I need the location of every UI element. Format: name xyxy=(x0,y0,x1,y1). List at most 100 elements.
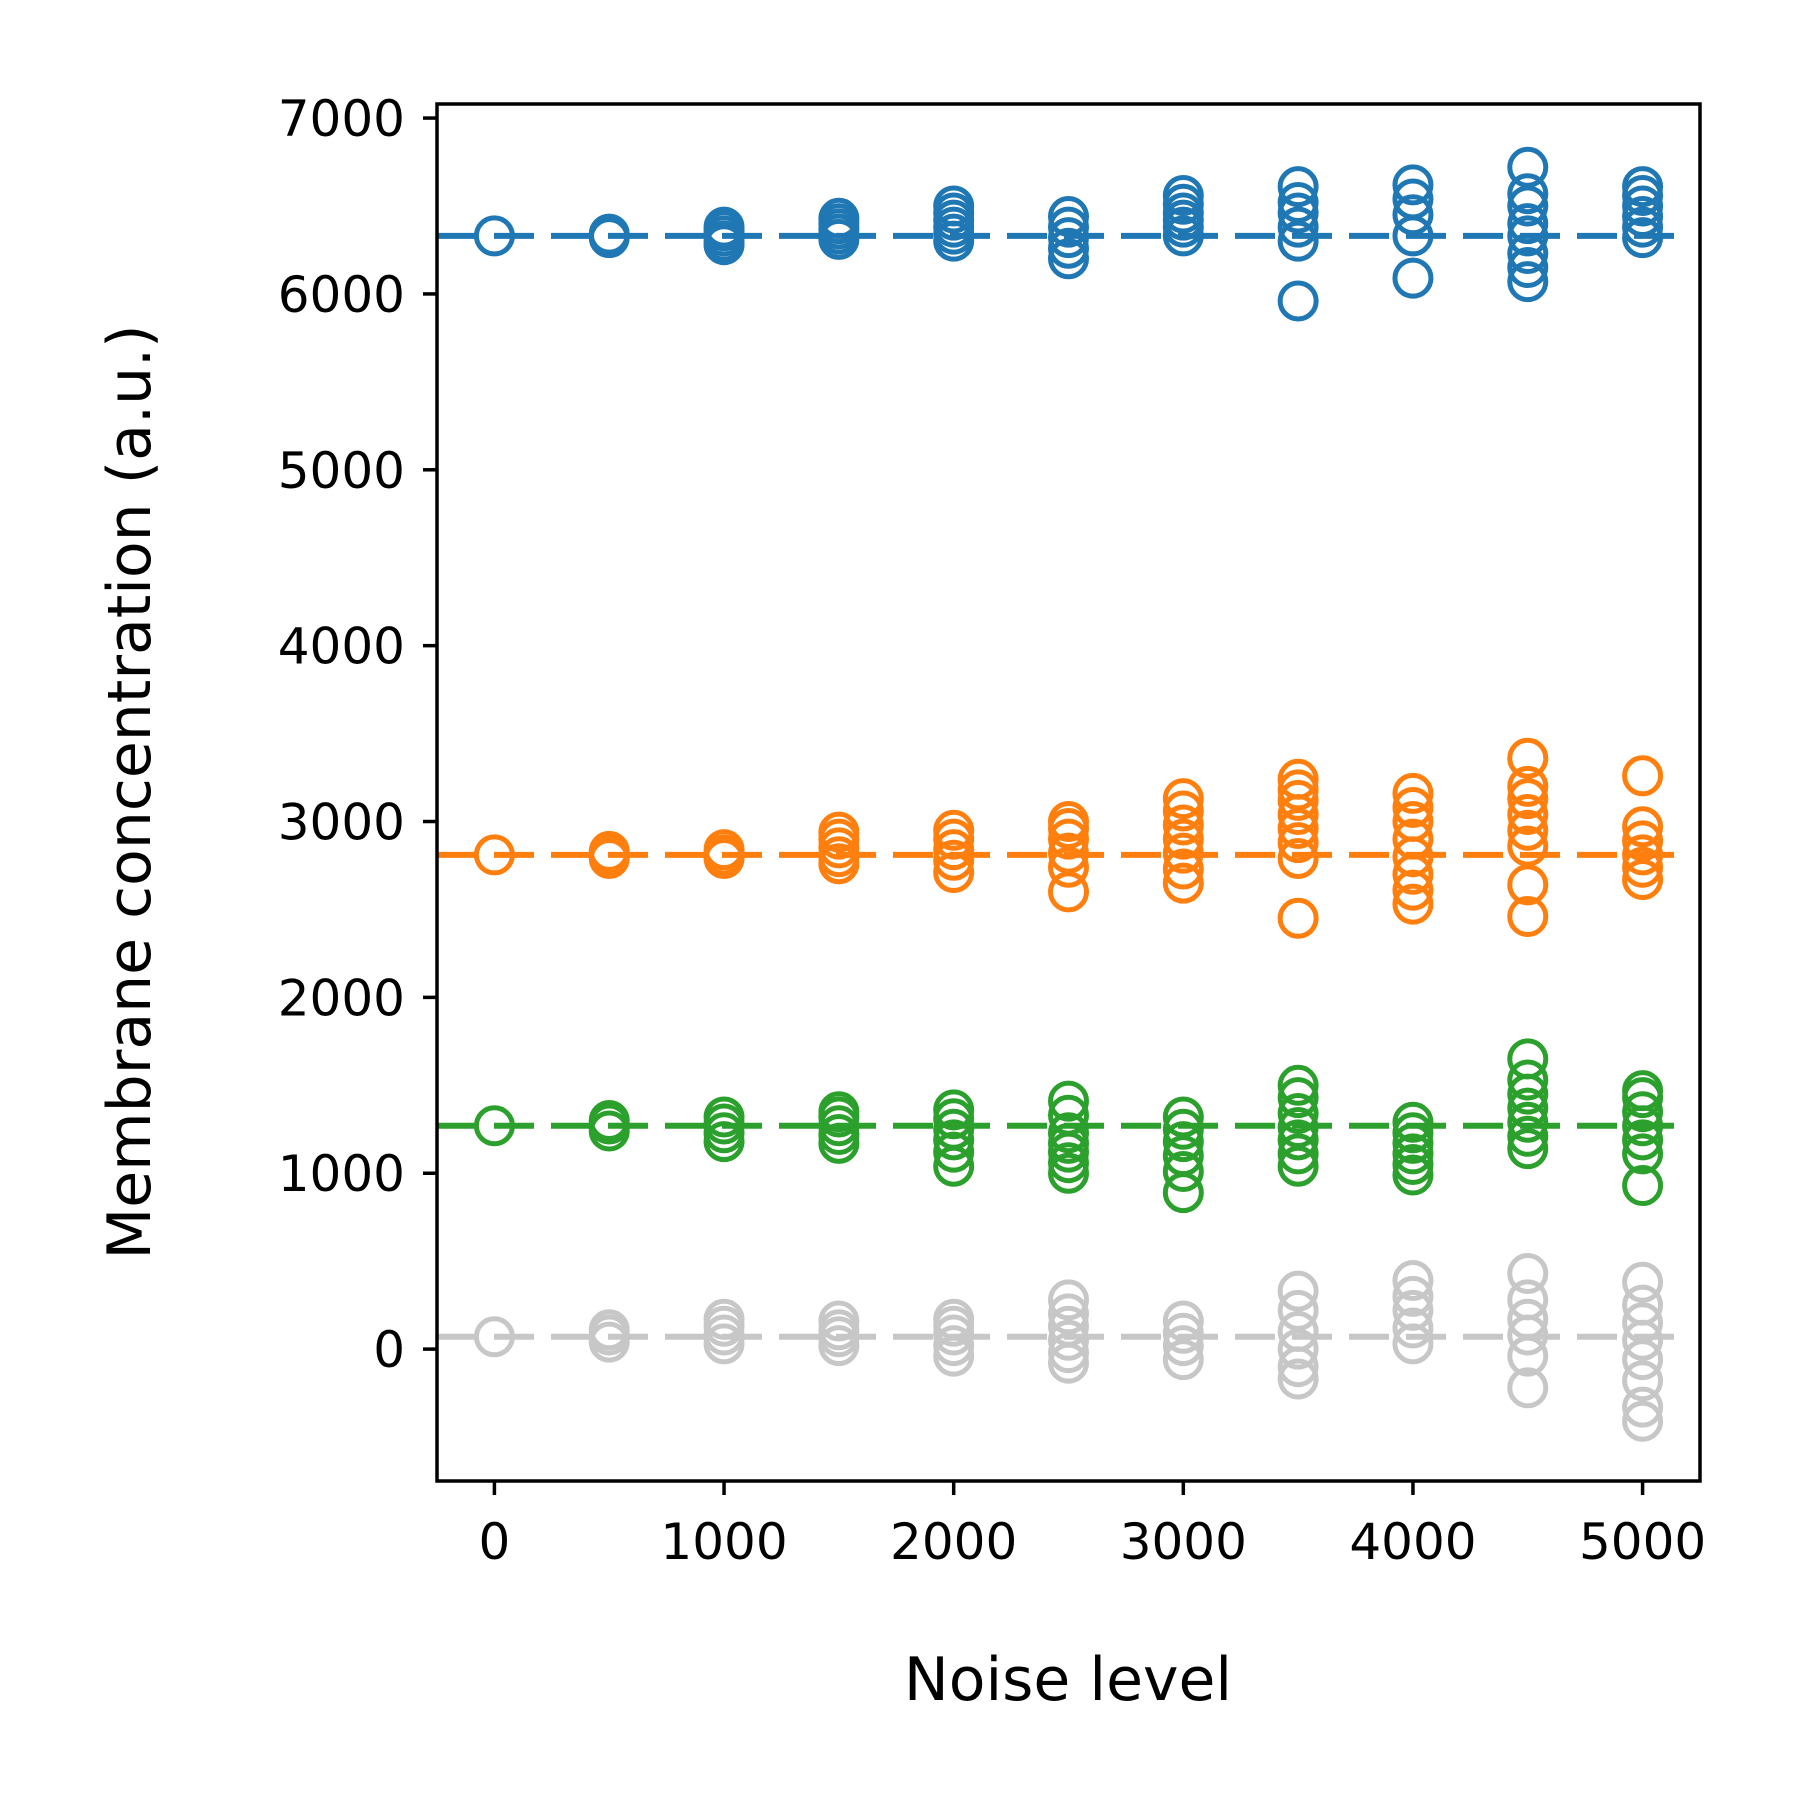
data-point xyxy=(1507,793,1549,835)
data-point xyxy=(818,811,860,853)
data-point xyxy=(1048,1293,1089,1335)
data-point xyxy=(1392,257,1434,299)
data-point xyxy=(933,1119,975,1161)
data-point xyxy=(1622,1261,1664,1303)
data-point xyxy=(1392,818,1434,860)
data-point xyxy=(933,1325,975,1367)
data-point xyxy=(1507,146,1549,188)
data-point xyxy=(1622,185,1664,227)
data-point xyxy=(1048,1152,1089,1194)
data-point xyxy=(1507,765,1549,807)
y-tick-label: 2000 xyxy=(278,969,405,1027)
data-point xyxy=(1048,1319,1089,1361)
data-point xyxy=(1507,1115,1549,1157)
x-tick-label: 1000 xyxy=(660,1513,787,1571)
data-point xyxy=(588,830,630,872)
data-point xyxy=(1392,1143,1434,1185)
data-point xyxy=(1162,848,1204,890)
data-point xyxy=(1162,1325,1204,1367)
data-point xyxy=(1048,871,1089,913)
data-point xyxy=(818,1300,860,1342)
data-point xyxy=(1162,818,1204,860)
data-point xyxy=(818,197,860,239)
data-point xyxy=(588,1309,630,1351)
data-point xyxy=(1507,1252,1549,1294)
data-point xyxy=(1277,822,1319,864)
data-point xyxy=(1277,1270,1319,1312)
data-point xyxy=(1507,1128,1549,1170)
data-point xyxy=(1048,1332,1089,1374)
data-point xyxy=(1162,804,1204,846)
x-tick-label: 0 xyxy=(479,1513,511,1571)
data-point xyxy=(1048,1279,1089,1321)
data-point xyxy=(1507,737,1549,779)
data-point xyxy=(1507,247,1549,289)
data-point xyxy=(1622,1386,1664,1428)
data-point xyxy=(1277,1311,1319,1353)
x-tick-label: 3000 xyxy=(1120,1513,1247,1571)
data-point xyxy=(1048,206,1089,248)
data-point xyxy=(1622,1133,1664,1175)
data-point xyxy=(1622,820,1664,862)
data-point xyxy=(1277,1358,1319,1400)
data-point xyxy=(1277,280,1319,322)
data-point xyxy=(1277,1119,1319,1161)
data-point xyxy=(1507,232,1549,274)
data-point xyxy=(1392,786,1434,828)
data-point xyxy=(1507,215,1549,257)
data-point xyxy=(1507,173,1549,215)
data-point xyxy=(818,1091,860,1133)
data-point xyxy=(703,829,745,871)
data-point xyxy=(1048,1112,1089,1154)
data-point xyxy=(933,1089,975,1131)
data-point xyxy=(1162,1121,1204,1163)
data-point xyxy=(1048,196,1089,238)
data-point xyxy=(1162,1108,1204,1150)
data-point xyxy=(933,1108,975,1150)
data-point xyxy=(473,1316,515,1358)
data-point xyxy=(1162,790,1204,832)
data-point xyxy=(933,829,975,871)
x-tick-label: 2000 xyxy=(890,1513,1017,1571)
data-point xyxy=(933,839,975,881)
data-point xyxy=(1277,779,1319,821)
x-tick-label: 5000 xyxy=(1579,1513,1706,1571)
data-point xyxy=(933,1131,975,1173)
data-point xyxy=(1277,181,1319,223)
data-point xyxy=(1277,897,1319,939)
y-tick-label: 4000 xyxy=(278,618,405,676)
data-point xyxy=(1392,178,1434,220)
data-point xyxy=(1507,895,1549,937)
data-point xyxy=(1622,166,1664,208)
data-point xyxy=(1048,832,1089,874)
data-points xyxy=(473,146,1664,1442)
data-point xyxy=(1048,1122,1089,1164)
data-point xyxy=(588,1099,630,1141)
data-point xyxy=(1622,1070,1664,1112)
data-point xyxy=(703,1096,745,1138)
y-tick-label: 0 xyxy=(373,1321,405,1379)
data-point xyxy=(1162,174,1204,216)
data-point xyxy=(1048,227,1089,269)
data-point xyxy=(1277,1064,1319,1106)
data-point xyxy=(1392,1154,1434,1196)
x-tick-label: 4000 xyxy=(1349,1513,1476,1571)
data-point xyxy=(1507,778,1549,820)
data-point xyxy=(1507,203,1549,245)
data-point xyxy=(1392,883,1434,925)
data-point xyxy=(1507,1038,1549,1080)
data-point xyxy=(1277,206,1319,248)
reference-lines xyxy=(437,232,1678,1340)
data-point xyxy=(703,206,745,248)
data-point xyxy=(473,215,515,257)
data-point xyxy=(1277,769,1319,811)
data-point xyxy=(1622,1119,1664,1161)
data-point xyxy=(1507,261,1549,303)
data-point xyxy=(1392,1101,1434,1143)
data-point xyxy=(1162,1172,1204,1214)
data-point xyxy=(1392,164,1434,206)
data-point xyxy=(1277,166,1319,208)
data-point xyxy=(1622,859,1664,901)
data-point xyxy=(1277,1092,1319,1134)
data-point xyxy=(1162,862,1204,904)
